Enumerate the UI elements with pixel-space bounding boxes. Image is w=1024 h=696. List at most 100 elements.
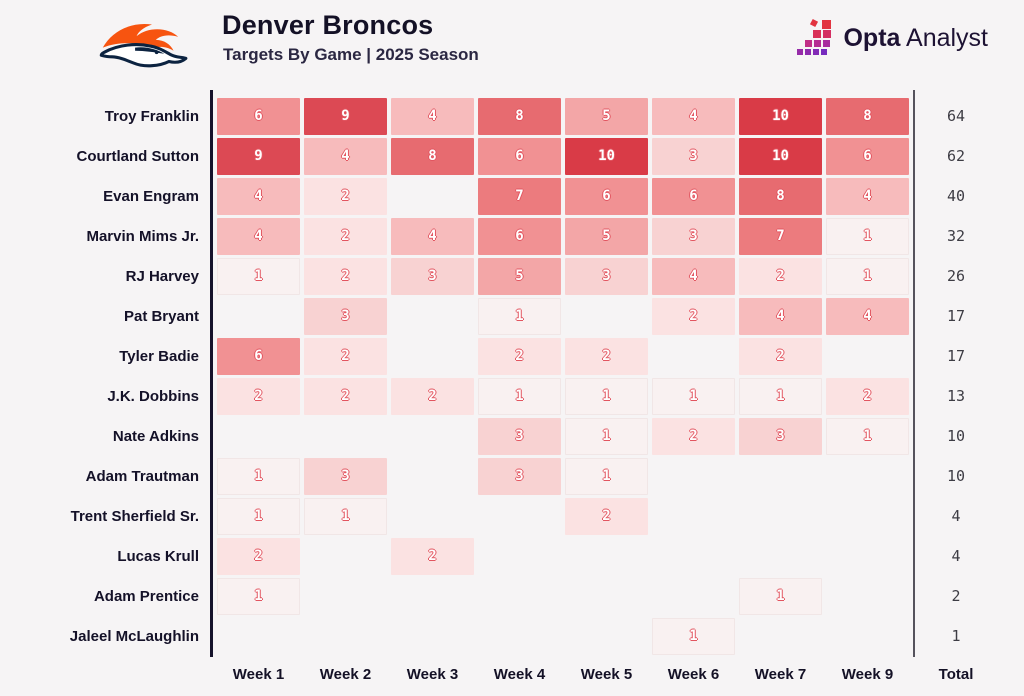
cell-value: 2 — [428, 388, 437, 404]
heatmap-cell: 4 — [652, 97, 735, 135]
week-label: Week 2 — [319, 665, 372, 683]
heatmap-cell-slot — [650, 576, 737, 616]
row-total: 10 — [946, 467, 966, 485]
heatmap-cell-slot — [389, 336, 476, 376]
heatmap-cell-slot: 9 — [215, 136, 302, 176]
heatmap-cell: 4 — [217, 217, 300, 255]
heatmap-cell: 5 — [565, 217, 648, 255]
cell-value: 8 — [863, 108, 872, 124]
cell-value: 1 — [254, 468, 263, 484]
cell-value: 1 — [776, 588, 785, 604]
heatmap-cell-slot: 3 — [476, 416, 563, 456]
heatmap-cell-slot — [215, 416, 302, 456]
heatmap-cell: 9 — [304, 97, 387, 135]
cell-value: 6 — [689, 188, 698, 204]
cell-value: 4 — [254, 228, 263, 244]
page-title: Denver Broncos — [222, 10, 434, 40]
heatmap-cell: 1 — [217, 457, 300, 495]
week-label: Week 5 — [580, 665, 633, 683]
heatmap-cell-slot: 6 — [563, 176, 650, 216]
player-label: Troy Franklin — [104, 107, 199, 125]
total-separator-line — [913, 90, 915, 657]
total-column-label: Total — [938, 665, 974, 683]
cell-value: 1 — [689, 628, 698, 644]
cell-value: 3 — [689, 228, 698, 244]
week-label: Week 7 — [754, 665, 807, 683]
cell-value: 4 — [776, 308, 785, 324]
heatmap-cell-slot: 2 — [737, 336, 824, 376]
cell-value: 10 — [598, 148, 615, 164]
heatmap-cell: 2 — [565, 497, 648, 535]
page-subtitle: Targets By Game | 2025 Season — [223, 45, 479, 64]
heatmap-cell: 10 — [565, 137, 648, 175]
cell-value: 8 — [515, 108, 524, 124]
heatmap-cell: 6 — [217, 97, 300, 135]
heatmap-cell-slot: 5 — [563, 96, 650, 136]
heatmap-cell-slot: 4 — [824, 176, 911, 216]
cell-value: 8 — [428, 148, 437, 164]
heatmap-cell-slot: 2 — [302, 256, 389, 296]
heatmap-cell-slot: 2 — [302, 216, 389, 256]
cell-value: 2 — [776, 348, 785, 364]
player-row: Adam Prentice 1 1 2 — [0, 576, 1024, 616]
cell-value: 4 — [428, 108, 437, 124]
heatmap-cell-slot: 1 — [563, 416, 650, 456]
heatmap-cell-slot: 6 — [476, 216, 563, 256]
heatmap-cell: 1 — [565, 417, 648, 455]
heatmap-cell: 2 — [217, 537, 300, 575]
player-row: Trent Sherfield Sr. 1 1 2 4 — [0, 496, 1024, 536]
cell-value: 5 — [602, 228, 611, 244]
heatmap-cell-slot — [650, 456, 737, 496]
heatmap-cell: 7 — [478, 177, 561, 215]
row-total: 32 — [946, 227, 966, 245]
heatmap-cell-slot — [389, 296, 476, 336]
cell-value: 6 — [254, 348, 263, 364]
heatmap-cell-slot: 2 — [476, 336, 563, 376]
heatmap-cell-slot — [824, 576, 911, 616]
heatmap-cell: 3 — [478, 457, 561, 495]
cell-value: 6 — [254, 108, 263, 124]
heatmap-cell-slot — [302, 416, 389, 456]
player-row: Lucas Krull 2 2 4 — [0, 536, 1024, 576]
heatmap-cell-slot: 1 — [215, 456, 302, 496]
cell-value: 5 — [602, 108, 611, 124]
cell-value: 6 — [515, 228, 524, 244]
cell-value: 7 — [515, 188, 524, 204]
heatmap-cell-slot — [215, 296, 302, 336]
heatmap-cell: 5 — [478, 257, 561, 295]
brand-regular: Analyst — [906, 23, 988, 52]
heatmap-cell: 2 — [304, 177, 387, 215]
heatmap-cell: 4 — [217, 177, 300, 215]
heatmap-cell: 4 — [391, 217, 474, 255]
heatmap-cell-slot: 3 — [650, 136, 737, 176]
heatmap-cell-slot: 4 — [389, 216, 476, 256]
cell-value: 3 — [341, 468, 350, 484]
heatmap-cell-slot: 7 — [737, 216, 824, 256]
cell-value: 4 — [689, 108, 698, 124]
heatmap-cell: 1 — [217, 257, 300, 295]
heatmap-cell-slot — [563, 296, 650, 336]
cell-value: 6 — [515, 148, 524, 164]
heatmap-cell-slot — [215, 616, 302, 656]
row-total: 13 — [946, 387, 966, 405]
heatmap-cell-slot: 3 — [737, 416, 824, 456]
player-label: Tyler Badie — [119, 347, 199, 365]
heatmap-cell: 8 — [739, 177, 822, 215]
cell-value: 1 — [863, 268, 872, 284]
heatmap-cell-slot — [824, 616, 911, 656]
heatmap-cell-slot: 3 — [563, 256, 650, 296]
cell-value: 6 — [863, 148, 872, 164]
heatmap-cell: 2 — [739, 337, 822, 375]
cell-value: 4 — [341, 148, 350, 164]
row-total: 64 — [946, 107, 966, 125]
cell-value: 7 — [776, 228, 785, 244]
heatmap-cell-slot: 1 — [302, 496, 389, 536]
player-label: Lucas Krull — [117, 547, 199, 565]
heatmap-cell-slot: 4 — [302, 136, 389, 176]
heatmap-cell-slot: 10 — [563, 136, 650, 176]
cell-value: 3 — [428, 268, 437, 284]
heatmap-cell-slot: 6 — [215, 336, 302, 376]
heatmap-cell-slot: 1 — [563, 376, 650, 416]
heatmap-cell-slot — [476, 616, 563, 656]
heatmap-cell-slot — [650, 536, 737, 576]
